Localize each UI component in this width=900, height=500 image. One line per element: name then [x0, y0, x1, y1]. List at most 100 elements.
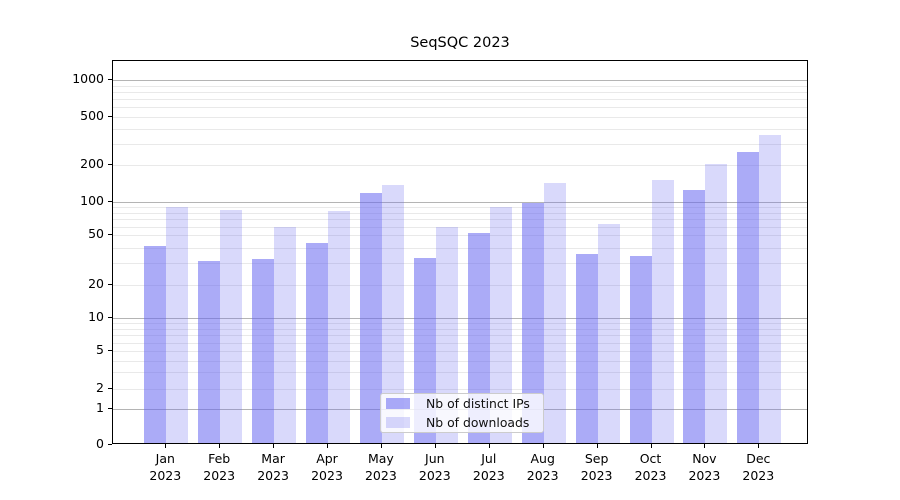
x-tick-label-jun-2023: Jun 2023: [405, 451, 465, 484]
x-tick-mark-mar-2023: [273, 444, 275, 448]
gridline-major-10: [113, 318, 807, 320]
legend-label-nb-of-distinct-ips: Nb of distinct IPs: [426, 396, 530, 411]
y-tick-label-20: 20: [88, 276, 104, 292]
x-tick-label-feb-2023: Feb 2023: [189, 451, 249, 484]
x-tick-label-line: Apr: [316, 451, 338, 466]
x-tick-label-line: Jan: [155, 451, 175, 466]
x-tick-label-line: 2023: [203, 467, 236, 483]
legend: Nb of distinct IPs Nb of downloads: [380, 393, 544, 433]
bar-nb-of-distinct-ips-jan-2023: [144, 245, 167, 443]
gridline-minor-3: [113, 372, 807, 374]
y-tick-mark-20: [108, 284, 112, 286]
gridline-minor-5: [113, 351, 807, 353]
x-tick-mark-jan-2023: [165, 444, 167, 448]
y-tick-label-0: 0: [96, 436, 104, 451]
bar-nb-of-distinct-ips-sep-2023: [575, 254, 598, 443]
gridline-minor-800: [113, 91, 807, 93]
bar-nb-of-distinct-ips-feb-2023: [198, 261, 221, 443]
y-tick-mark-500: [108, 116, 112, 117]
bar-nb-of-distinct-ips-aug-2023: [521, 202, 544, 443]
legend-item-nb-of-downloads: Nb of downloads: [381, 413, 543, 432]
x-tick-mark-jul-2023: [488, 444, 490, 448]
gridline-minor-7: [113, 335, 807, 337]
gridline-major-100: [113, 202, 807, 203]
bar-nb-of-distinct-ips-mar-2023: [252, 259, 275, 443]
x-tick-label-line: Nov: [692, 451, 717, 466]
gridline-minor-900: [113, 85, 807, 87]
x-tick-mark-may-2023: [380, 444, 382, 448]
x-tick-label-jan-2023: Jan 2023: [135, 451, 195, 484]
x-tick-mark-nov-2023: [704, 444, 706, 448]
x-tick-label-oct-2023: Oct 2023: [621, 451, 681, 484]
gridline-minor-80: [113, 212, 807, 214]
gridline-minor-700: [113, 99, 807, 100]
legend-label-nb-of-downloads: Nb of downloads: [426, 415, 530, 430]
y-tick-mark-1000: [108, 79, 112, 80]
x-tick-label-line: 2023: [688, 467, 721, 483]
bar-nb-of-downloads-oct-2023: [651, 180, 674, 443]
y-tick-mark-0: [108, 444, 112, 445]
x-tick-label-may-2023: May 2023: [351, 451, 411, 484]
y-tick-mark-200: [108, 164, 112, 166]
y-tick-label-10: 10: [88, 309, 104, 325]
legend-item-nb-of-distinct-ips: Nb of distinct IPs: [381, 394, 543, 413]
gridline-minor-4: [113, 360, 807, 362]
x-tick-label-jul-2023: Jul 2023: [459, 451, 519, 484]
gridline-minor-500: [113, 117, 807, 118]
y-tick-label-100: 100: [80, 193, 104, 208]
y-tick-label-1: 1: [96, 400, 104, 416]
y-tick-label-200: 200: [80, 156, 104, 172]
gridline-minor-50: [113, 235, 807, 237]
bar-nb-of-downloads-nov-2023: [705, 164, 728, 443]
gridline-minor-60: [113, 226, 807, 228]
bar-nb-of-distinct-ips-nov-2023: [683, 189, 706, 443]
x-tick-label-line: 2023: [257, 467, 289, 483]
bar-nb-of-downloads-jul-2023: [489, 206, 512, 443]
bar-nb-of-downloads-sep-2023: [597, 223, 620, 443]
y-tick-mark-50: [108, 234, 112, 236]
x-tick-mark-feb-2023: [219, 444, 221, 448]
y-tick-mark-10: [108, 317, 112, 319]
bar-nb-of-downloads-mar-2023: [274, 227, 297, 443]
y-tick-label-500: 500: [80, 108, 104, 123]
x-tick-label-nov-2023: Nov 2023: [674, 451, 734, 484]
x-tick-label-mar-2023: Mar 2023: [243, 451, 303, 484]
x-tick-label-line: 2023: [634, 467, 667, 483]
x-tick-mark-sep-2023: [596, 444, 598, 448]
x-tick-label-apr-2023: Apr 2023: [297, 451, 357, 484]
y-tick-mark-5: [108, 350, 112, 352]
bar-nb-of-distinct-ips-apr-2023: [306, 242, 328, 443]
x-tick-label-line: 2023: [418, 467, 451, 483]
y-tick-label-1000: 1000: [72, 71, 104, 86]
bar-nb-of-downloads-jun-2023: [435, 227, 458, 443]
x-tick-mark-dec-2023: [758, 444, 760, 448]
x-tick-label-line: Jul: [481, 451, 497, 466]
x-tick-label-line: Aug: [530, 451, 555, 466]
x-tick-mark-apr-2023: [327, 444, 328, 448]
x-tick-label-line: 2023: [149, 467, 182, 483]
x-tick-label-line: Jun: [425, 451, 445, 466]
bar-nb-of-downloads-apr-2023: [328, 210, 350, 443]
bar-nb-of-distinct-ips-may-2023: [359, 193, 382, 443]
bar-nb-of-distinct-ips-oct-2023: [629, 256, 652, 443]
gridline-minor-70: [113, 219, 807, 221]
legend-swatch-nb-of-distinct-ips: [386, 398, 410, 409]
y-tick-mark-2: [108, 388, 112, 389]
legend-swatch-nb-of-downloads: [386, 417, 410, 428]
bar-nb-of-downloads-jan-2023: [166, 206, 189, 443]
bar-nb-of-downloads-dec-2023: [759, 134, 782, 443]
x-tick-label-line: May: [367, 451, 394, 466]
x-tick-label-aug-2023: Aug 2023: [513, 451, 573, 484]
gridline-major-1000: [113, 80, 807, 81]
x-tick-mark-aug-2023: [542, 444, 544, 448]
gridline-minor-200: [113, 165, 807, 167]
plot-area: [112, 60, 808, 444]
x-tick-mark-jun-2023: [434, 444, 436, 448]
gridline-minor-300: [113, 143, 807, 145]
gridline-minor-2: [113, 389, 807, 390]
x-tick-label-line: Feb: [208, 451, 231, 466]
bar-nb-of-downloads-aug-2023: [543, 182, 566, 443]
gridline-minor-6: [113, 342, 807, 344]
gridline-minor-40: [113, 247, 807, 249]
bar-nb-of-downloads-may-2023: [381, 184, 404, 443]
